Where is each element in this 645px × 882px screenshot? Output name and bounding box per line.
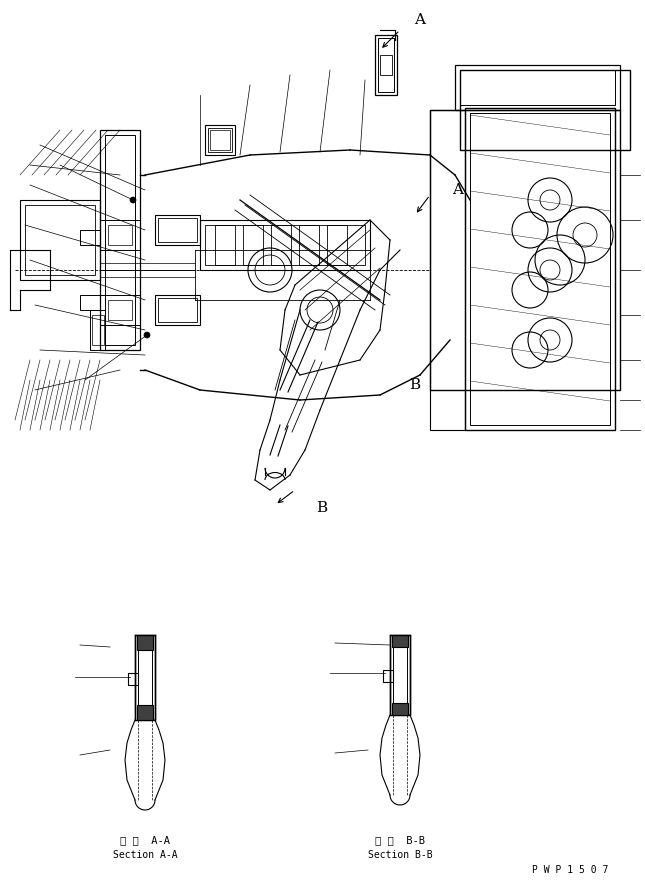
Text: B: B [317, 501, 328, 515]
Bar [100, 295, 140, 325]
Bar [158, 298, 197, 322]
Bar [210, 130, 230, 150]
Bar [90, 310, 105, 350]
Bar [105, 135, 135, 345]
Bar [135, 635, 155, 720]
Bar [460, 70, 615, 105]
Bar [108, 300, 132, 320]
Bar [383, 670, 393, 682]
Text: P W P 1 5 0 7: P W P 1 5 0 7 [532, 865, 608, 875]
Bar [80, 230, 100, 245]
Bar [393, 638, 407, 712]
Bar [20, 200, 100, 280]
Bar [455, 65, 620, 110]
Bar [271, 225, 291, 265]
Text: 断 面  B-B: 断 面 B-B [375, 835, 425, 845]
Bar [430, 110, 620, 390]
Bar [137, 705, 153, 720]
Circle shape [130, 197, 136, 203]
Bar [155, 215, 200, 245]
Bar [392, 703, 408, 715]
Bar [137, 635, 153, 650]
Bar [92, 315, 104, 345]
Bar [299, 225, 319, 265]
Text: Section B-B: Section B-B [368, 850, 432, 860]
Bar [200, 220, 370, 270]
Bar [378, 38, 394, 92]
Bar [138, 638, 152, 717]
Bar [80, 295, 100, 310]
Bar [465, 108, 615, 430]
Circle shape [144, 332, 150, 338]
Bar [392, 635, 408, 647]
Bar [327, 225, 347, 265]
Bar [108, 225, 132, 245]
Bar [430, 110, 465, 430]
Bar [390, 635, 410, 715]
Bar [158, 218, 197, 242]
Bar [100, 220, 140, 250]
Text: Section A-A: Section A-A [113, 850, 177, 860]
Text: A: A [453, 183, 464, 197]
Text: B: B [410, 378, 421, 392]
Bar [460, 70, 630, 150]
Bar [243, 225, 263, 265]
Bar [215, 225, 235, 265]
Bar [100, 130, 140, 350]
Bar [205, 125, 235, 155]
Bar [208, 128, 232, 152]
Text: A: A [415, 13, 426, 27]
Bar [155, 295, 200, 325]
Bar [205, 225, 365, 265]
Bar [375, 35, 397, 95]
Bar [380, 55, 392, 75]
Bar [128, 673, 138, 685]
Bar [25, 205, 95, 275]
Text: 断 面  A-A: 断 面 A-A [120, 835, 170, 845]
Bar [470, 113, 610, 425]
